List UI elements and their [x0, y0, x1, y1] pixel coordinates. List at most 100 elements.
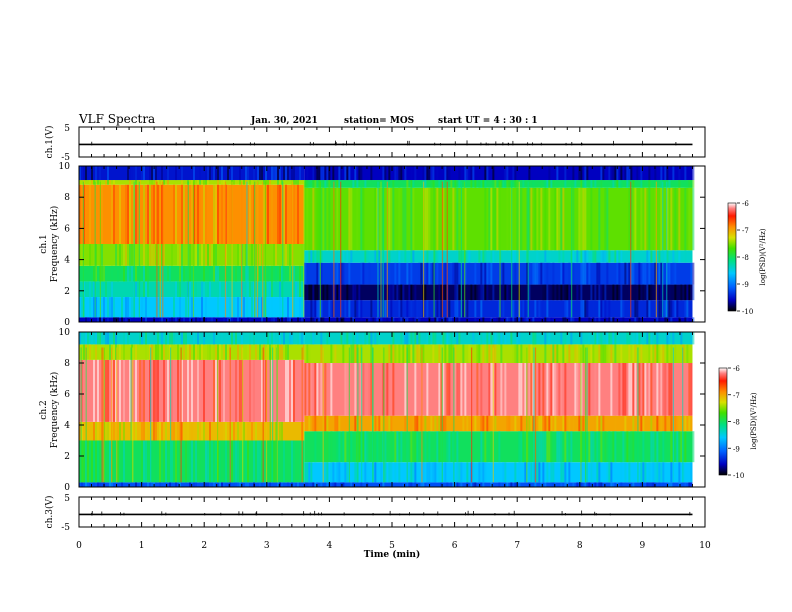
ch1-spectrogram-texture [440, 180, 443, 188]
ch2-spectrogram-texture [253, 359, 255, 422]
ch2-spectrogram-texture [336, 415, 339, 432]
ch2-spectrogram-texture [410, 482, 413, 487]
ch2-spectrogram-texture [113, 332, 115, 345]
ch2-spectrogram-texture [239, 359, 241, 422]
ch1-spectrogram-texture [308, 250, 311, 263]
ch1-spectrogram-texture [388, 284, 391, 301]
ch2-spectrogram-texture [626, 431, 629, 463]
ch2-spectrogram-texture [630, 431, 633, 463]
ch2-spectrogram-texture [304, 482, 307, 487]
ch2-spectrogram-texture [546, 431, 549, 463]
ch1-spectrogram-texture [163, 180, 165, 185]
ch2-spectrogram-texture [532, 332, 535, 345]
ch1-spectrogram-texture [304, 317, 307, 322]
ch1-waveform-ytick-bottom: -5 [61, 153, 70, 163]
ch2-spectrogram-texture [466, 462, 469, 483]
ch1-spectrogram-texture [301, 244, 303, 266]
ch2-spectrogram-streak [361, 347, 363, 483]
ch1-spectrogram-texture [195, 317, 197, 322]
ch2-spectrogram-texture [207, 482, 209, 487]
ch1-spectrogram-texture [424, 284, 427, 301]
ch2-spectrogram-texture [582, 415, 585, 432]
ch1-spectrogram-texture [608, 166, 611, 181]
ch2-spectrogram-texture [237, 421, 239, 441]
ch2-spectrogram-texture [251, 421, 253, 441]
ch2-colorbar-gradient [718, 367, 728, 476]
ch2-spectrogram-ylabel-channel: ch.2 [39, 400, 49, 419]
ch2-spectrogram-texture [608, 462, 611, 483]
ch2-spectrogram-texture [195, 440, 197, 483]
ch2-colorbar-tick-label: -9 [733, 445, 740, 453]
ch2-spectrogram-texture [380, 462, 383, 483]
ch2-spectrogram-texture [392, 344, 395, 363]
ch2-spectrogram-texture [498, 332, 501, 345]
ch1-spectrogram-texture [544, 187, 547, 251]
ch1-colorbar-tick-label: -9 [742, 281, 749, 289]
ch1-spectrogram-texture [632, 262, 635, 285]
ch1-spectrogram-texture [494, 180, 497, 188]
ch2-spectrogram-texture [189, 440, 191, 483]
ch2-spectrogram-texture [219, 359, 221, 422]
ch2-spectrogram-texture [352, 332, 355, 345]
ch1-spectrogram-texture [500, 262, 503, 285]
ch1-spectrogram-texture [482, 262, 485, 285]
ch2-spectrogram-texture [662, 431, 665, 463]
ch1-spectrogram-texture [490, 250, 493, 263]
ch1-spectrogram-texture [293, 180, 295, 185]
ch2-spectrogram-texture [297, 482, 299, 487]
ch2-spectrogram-texture [233, 440, 235, 483]
ch2-spectrogram-texture [348, 482, 351, 487]
ch1-spectrogram-texture [342, 250, 345, 263]
ch2-spectrogram-texture [524, 344, 527, 363]
ch1-spectrogram-texture [271, 166, 273, 181]
ch2-spectrogram-texture [564, 462, 567, 483]
ch2-spectrogram-texture [229, 482, 231, 487]
ch1-spectrogram-texture [498, 317, 501, 322]
ch1-spectrogram-texture [400, 284, 403, 301]
ch2-spectrogram-texture [506, 415, 509, 432]
ch1-spectrogram-texture [620, 284, 623, 301]
ch1-spectrogram-streak [224, 181, 227, 318]
ch1-spectrogram-texture [249, 281, 251, 298]
ch2-spectrogram-texture [554, 363, 557, 416]
ch1-spectrogram-streak [464, 181, 466, 318]
ch2-spectrogram-streak [301, 347, 303, 483]
ch1-spectrogram-texture [261, 265, 263, 282]
ch1-spectrogram-texture [109, 180, 111, 185]
ch2-spectrogram-texture [255, 421, 257, 441]
ch2-spectrogram-texture [664, 431, 667, 463]
ch2-spectrogram-texture [556, 344, 559, 363]
ch1-spectrogram-texture [340, 250, 343, 263]
ch2-spectrogram-texture [600, 482, 603, 487]
ch2-spectrogram-texture [604, 431, 607, 463]
ch1-spectrogram-texture [358, 300, 361, 318]
ch2-spectrogram-texture [342, 482, 345, 487]
ch2-spectrogram-texture [273, 440, 275, 483]
ch1-spectrogram-texture [245, 244, 247, 266]
ch2-spectrogram-texture [237, 482, 239, 487]
ch1-spectrogram-texture [690, 166, 693, 181]
ch1-spectrogram-texture [426, 250, 429, 263]
ch1-spectrogram-texture [490, 187, 493, 251]
ch1-spectrogram-texture [546, 180, 549, 188]
ch1-spectrogram-texture [299, 297, 301, 318]
ch1-spectrogram-texture [610, 317, 613, 322]
ch2-spectrogram-texture [678, 431, 681, 463]
ch1-spectrogram-texture [306, 180, 309, 188]
ch1-spectrogram-texture [113, 184, 115, 244]
ch2-spectrogram-texture [159, 440, 161, 483]
ch2-spectrogram-texture [560, 332, 563, 345]
ch1-spectrogram-texture [394, 166, 397, 181]
ch1-spectrogram-texture [153, 244, 155, 266]
ch2-spectrogram-texture [316, 363, 319, 416]
ch1-spectrogram-texture [608, 317, 611, 322]
ch2-spectrogram-texture [608, 332, 611, 345]
ch1-spectrogram-texture [556, 187, 559, 251]
ch2-spectrogram-texture [213, 344, 215, 360]
ch2-spectrogram-texture [634, 431, 637, 463]
ch2-spectrogram-ylabel-frequency: Frequency (kHz) [49, 372, 60, 449]
ch2-spectrogram-texture [123, 421, 125, 441]
ch2-spectrogram-texture [370, 363, 373, 416]
ch1-spectrogram-texture [356, 180, 359, 188]
ch2-spectrogram-texture [528, 431, 531, 463]
